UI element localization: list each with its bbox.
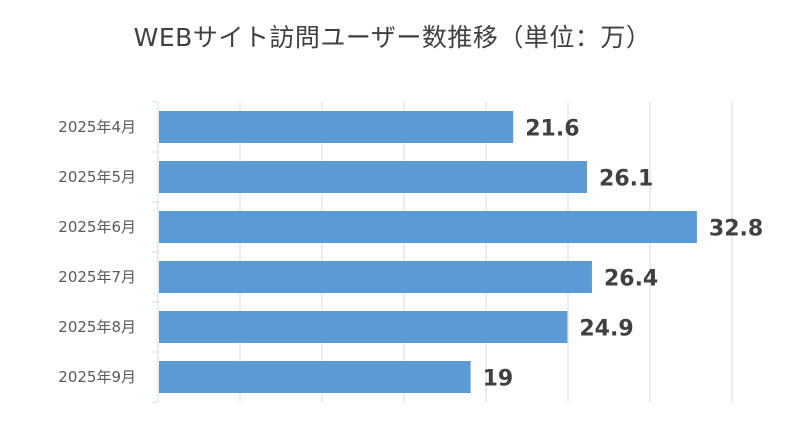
data-label: 32.8 bbox=[709, 217, 763, 242]
category-label: 2025年6月 bbox=[58, 218, 136, 236]
data-label: 26.1 bbox=[599, 167, 653, 192]
category-label: 2025年4月 bbox=[58, 118, 136, 136]
category-label: 2025年7月 bbox=[58, 268, 136, 286]
bar bbox=[159, 311, 568, 343]
gridlines bbox=[239, 102, 733, 402]
category-label: 2025年8月 bbox=[58, 318, 136, 336]
bar bbox=[159, 261, 592, 293]
category-label: 2025年5月 bbox=[58, 168, 136, 186]
data-label: 21.6 bbox=[525, 117, 579, 142]
category-label: 2025年9月 bbox=[58, 368, 136, 386]
data-label: 19 bbox=[483, 367, 514, 392]
bar bbox=[159, 211, 697, 243]
bars bbox=[159, 111, 697, 393]
data-label: 26.4 bbox=[604, 267, 658, 292]
chart-title: WEBサイト訪問ユーザー数推移（単位：万） bbox=[133, 23, 652, 52]
labels: 2025年4月 21.6 2025年5月 26.1 2025年6月 32.8 2025年7月… bbox=[58, 117, 763, 392]
bar bbox=[159, 161, 588, 193]
data-label: 24.9 bbox=[579, 317, 633, 342]
bar bbox=[159, 361, 471, 393]
bar bbox=[159, 111, 514, 143]
category-axis bbox=[152, 101, 159, 403]
